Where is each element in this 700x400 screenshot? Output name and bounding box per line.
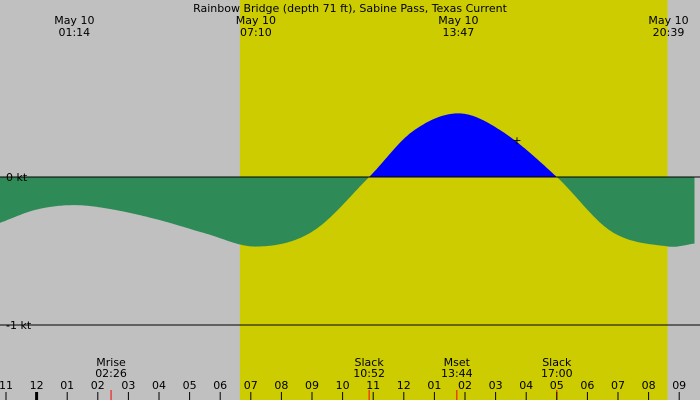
bottom-event-label: Slack	[355, 356, 385, 369]
hour-tick-label: 07	[611, 379, 625, 392]
hour-tick-label: 09	[305, 379, 319, 392]
bottom-event-time: 10:52	[353, 367, 385, 380]
top-event-time: 13:47	[443, 26, 475, 39]
hour-tick-label: 11	[0, 379, 13, 392]
bottom-event-time: 13:44	[441, 367, 473, 380]
hour-tick-label: 05	[550, 379, 564, 392]
hour-tick-label: 06	[580, 379, 594, 392]
bottom-event-time: 02:26	[95, 367, 127, 380]
bottom-event-time: 17:00	[541, 367, 573, 380]
current-marker: +	[512, 134, 521, 147]
hour-tick-label: 01	[60, 379, 74, 392]
hour-axis: 11 12 01 02 03 04 05 06 07 08 09 10 11 12 01 02 03 04 05 06…	[0, 379, 686, 400]
hour-tick-label: 04	[152, 379, 166, 392]
bottom-event-label: Slack	[542, 356, 572, 369]
ebb-area	[0, 177, 695, 247]
marker-group: +	[512, 134, 521, 147]
hour-tick-label: 02	[458, 379, 472, 392]
hour-tick-label: 03	[121, 379, 135, 392]
hour-tick-label: 01	[427, 379, 441, 392]
flood-area	[0, 113, 695, 177]
y-tick-label: -1 kt	[6, 319, 32, 332]
hour-tick-label: 08	[274, 379, 288, 392]
top-event-date: May 10	[54, 14, 94, 27]
hour-tick-label: 12	[30, 379, 44, 392]
hour-tick-label: 06	[213, 379, 227, 392]
hour-tick-label: 07	[244, 379, 258, 392]
hour-tick-label: 09	[672, 379, 686, 392]
top-event-date: May 10	[236, 14, 276, 27]
hour-tick-label: 05	[183, 379, 197, 392]
chart-title: Rainbow Bridge (depth 71 ft), Sabine Pas…	[193, 2, 508, 15]
current-curve-group	[0, 113, 695, 247]
bottom-event-label: Mset	[444, 356, 471, 369]
hour-tick-label: 02	[91, 379, 105, 392]
y-axis-labels: 0 kt -1 kt	[6, 171, 32, 332]
top-event-date: May 10	[648, 14, 688, 27]
top-event-time: 01:14	[58, 26, 90, 39]
top-event-date: May 10	[438, 14, 478, 27]
hour-tick-label: 10	[336, 379, 350, 392]
top-event-time: 07:10	[240, 26, 272, 39]
top-event-time: 20:39	[653, 26, 685, 39]
hour-tick-label: 04	[519, 379, 533, 392]
hour-tick-label: 03	[489, 379, 503, 392]
hour-tick-label: 12	[397, 379, 411, 392]
hour-tick-label: 11	[366, 379, 380, 392]
bottom-event-label: Mrise	[96, 356, 126, 369]
y-tick-label: 0 kt	[6, 171, 28, 184]
hour-tick-label: 08	[642, 379, 656, 392]
